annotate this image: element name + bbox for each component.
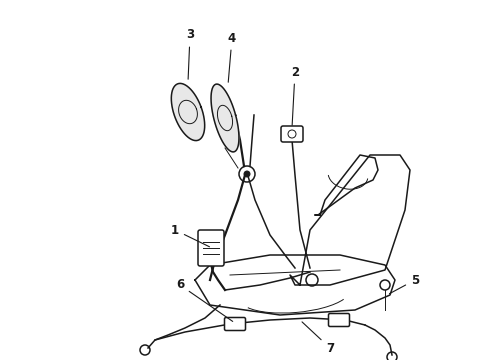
- FancyBboxPatch shape: [328, 314, 349, 327]
- Polygon shape: [172, 84, 205, 140]
- Text: 1: 1: [171, 224, 210, 247]
- Text: 3: 3: [186, 28, 194, 79]
- FancyBboxPatch shape: [224, 318, 245, 330]
- Text: 4: 4: [228, 31, 236, 82]
- FancyBboxPatch shape: [198, 230, 224, 266]
- Text: 7: 7: [302, 322, 334, 355]
- Text: 6: 6: [176, 279, 233, 321]
- Text: 2: 2: [291, 66, 299, 125]
- Text: 5: 5: [390, 274, 419, 294]
- Circle shape: [244, 171, 250, 177]
- Polygon shape: [211, 84, 239, 152]
- FancyBboxPatch shape: [281, 126, 303, 142]
